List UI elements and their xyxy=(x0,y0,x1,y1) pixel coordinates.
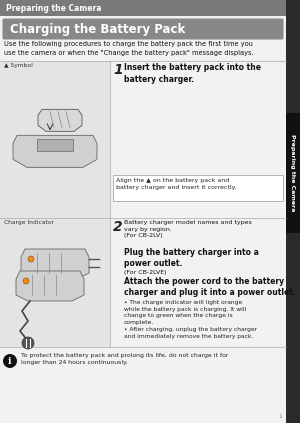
Text: Preparing the Camera: Preparing the Camera xyxy=(6,3,101,13)
FancyBboxPatch shape xyxy=(0,0,286,16)
Text: Insert the battery pack into the
battery charger.: Insert the battery pack into the battery… xyxy=(124,63,261,84)
FancyBboxPatch shape xyxy=(0,61,110,218)
FancyBboxPatch shape xyxy=(113,175,283,201)
Polygon shape xyxy=(16,271,84,301)
FancyBboxPatch shape xyxy=(0,0,286,423)
Text: • The charge indicator will light orange
while the battery pack is charging. It : • The charge indicator will light orange… xyxy=(124,300,246,325)
FancyBboxPatch shape xyxy=(0,218,110,347)
Text: Plug the battery charger into a
power outlet.: Plug the battery charger into a power ou… xyxy=(124,248,259,269)
Text: Attach the power cord to the battery
charger and plug it into a power outlet.: Attach the power cord to the battery cha… xyxy=(124,277,296,297)
Text: ▲ Symbol: ▲ Symbol xyxy=(4,63,33,68)
Text: 2: 2 xyxy=(113,220,123,234)
Polygon shape xyxy=(38,110,82,132)
Text: (For CB-2LVE): (For CB-2LVE) xyxy=(124,270,166,275)
FancyBboxPatch shape xyxy=(2,19,283,39)
Polygon shape xyxy=(13,135,97,168)
Polygon shape xyxy=(37,139,73,151)
Text: Charge Indicator: Charge Indicator xyxy=(4,220,54,225)
FancyBboxPatch shape xyxy=(286,0,300,423)
Circle shape xyxy=(3,354,17,368)
Polygon shape xyxy=(21,249,89,279)
Text: 1: 1 xyxy=(113,63,123,77)
Text: Charging the Battery Pack: Charging the Battery Pack xyxy=(10,22,185,36)
Text: Use the following procedures to charge the battery pack the first time you
use t: Use the following procedures to charge t… xyxy=(4,41,254,55)
Text: i: i xyxy=(8,357,12,365)
FancyBboxPatch shape xyxy=(286,113,300,233)
Circle shape xyxy=(23,278,29,284)
Circle shape xyxy=(22,337,34,349)
Text: To protect the battery pack and prolong its life, do not charge it for
longer th: To protect the battery pack and prolong … xyxy=(21,353,228,365)
Text: 1: 1 xyxy=(278,414,282,419)
Text: Preparing the Camera: Preparing the Camera xyxy=(290,135,296,212)
Text: • After charging, unplug the battery charger
and immediately remove the battery : • After charging, unplug the battery cha… xyxy=(124,327,257,338)
Text: Battery charger model names and types
vary by region.
(For CB-2LV): Battery charger model names and types va… xyxy=(124,220,252,238)
Text: Align the ▲ on the battery pack and
battery charger and insert it correctly.: Align the ▲ on the battery pack and batt… xyxy=(116,178,236,190)
Circle shape xyxy=(28,256,34,262)
